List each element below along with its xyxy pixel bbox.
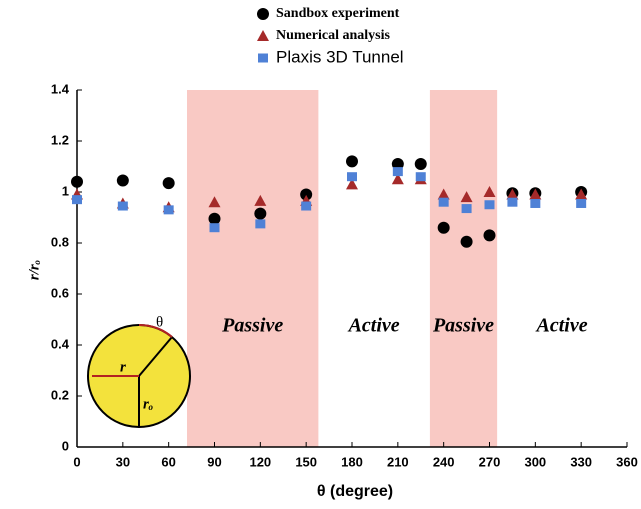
x-tick-label: 240 [433,454,455,469]
point [530,199,540,208]
legend-marker [258,54,268,63]
point [163,177,175,189]
x-tick-label: 120 [249,454,271,469]
point [254,208,266,220]
y-tick-label: 0.2 [51,387,69,402]
y-axis-label: r/rₒ [26,260,42,280]
point [117,175,129,187]
x-tick-label: 60 [161,454,175,469]
x-tick-label: 270 [479,454,501,469]
legend-label: Plaxis 3D Tunnel [276,47,404,66]
x-tick-label: 0 [73,454,80,469]
point [346,155,358,167]
zone-label: Passive [221,315,283,337]
inset-label: r [120,359,126,375]
y-tick-label: 0.6 [51,285,69,300]
x-tick-label: 210 [387,454,409,469]
point [439,198,449,207]
y-tick-label: 0 [62,438,69,453]
point [301,202,311,211]
legend-label: Sandbox experiment [276,6,400,21]
inset-diagram: θ r rₒ [88,314,190,427]
point [576,199,586,208]
point [164,205,174,214]
point [461,236,473,248]
x-tick-label: 30 [116,454,130,469]
point [210,223,220,232]
point [484,229,496,241]
y-tick-label: 0.4 [51,336,70,351]
x-tick-label: 90 [207,454,221,469]
x-axis-label: θ (degree) [317,483,393,500]
point [462,204,472,213]
point [347,172,357,181]
zone-label: Active [535,315,588,337]
point [438,222,450,234]
chart: Sandbox experiment Numerical analysis Plax… [0,0,641,509]
legend: Sandbox experiment Numerical analysis Plax… [257,6,404,66]
point [415,158,427,170]
zone-band [187,90,318,447]
legend-marker [257,30,269,41]
point [393,167,403,176]
legend-marker [257,8,269,20]
point [118,202,128,211]
zone-band [430,90,497,447]
point [209,213,221,225]
y-tick-label: 1.2 [51,132,69,147]
inset-label: θ [156,314,163,330]
point [485,200,495,209]
point [71,176,83,188]
x-tick-label: 300 [524,454,546,469]
y-tick-label: 0.8 [51,234,69,249]
zone-label: Passive [432,315,494,337]
inset-label: rₒ [143,396,153,412]
x-tick-label: 180 [341,454,363,469]
point [255,219,265,228]
y-tick-label: 1 [62,183,69,198]
point [416,172,426,181]
point [72,195,82,204]
point [507,198,517,207]
x-tick-label: 150 [295,454,317,469]
y-tick-label: 1.4 [51,81,70,96]
x-tick-label: 330 [570,454,592,469]
zone-label: Active [347,315,400,337]
x-tick-label: 360 [616,454,638,469]
legend-label: Numerical analysis [276,28,390,43]
zones [187,90,497,447]
